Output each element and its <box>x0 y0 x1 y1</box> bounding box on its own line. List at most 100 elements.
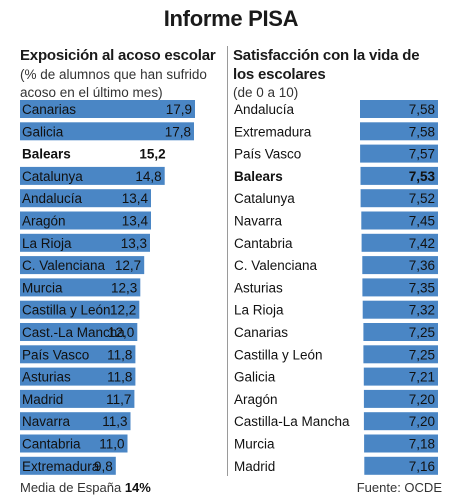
acoso-category-label: Canarias <box>22 102 76 117</box>
satisfaccion-bar <box>362 300 438 319</box>
satisfaccion-value-label: 7,57 <box>409 147 435 162</box>
acoso-bar <box>20 345 136 364</box>
satisfaccion-category-label: País Vasco <box>234 147 301 162</box>
footer-source: Fuente: OCDE <box>356 480 442 495</box>
acoso-bar <box>20 166 165 185</box>
satisfaccion-value-label: 7,16 <box>409 459 435 474</box>
acoso-value-label: 12,0 <box>108 325 134 340</box>
acoso-category-label: Aragón <box>22 214 66 229</box>
satisfaccion-bar <box>363 389 438 408</box>
satisfaccion-category-label: Andalucía <box>234 102 295 117</box>
acoso-bar <box>20 256 145 275</box>
satisfaccion-bar <box>360 166 438 185</box>
satisfaccion-category-label: Castilla y León <box>234 347 323 362</box>
satisfaccion-value-label: 7,58 <box>409 124 435 139</box>
acoso-value-label: 14,8 <box>135 169 161 184</box>
satisfaccion-bar <box>363 367 438 386</box>
acoso-bar <box>20 412 131 431</box>
satisfaccion-bar <box>363 345 438 364</box>
footer-mean-label: Media de España <box>20 480 122 495</box>
acoso-value-label: 12,2 <box>110 303 136 318</box>
acoso-value-label: 11,8 <box>107 370 132 385</box>
satisfaccion-bar <box>360 122 438 141</box>
acoso-category-label: Navarra <box>22 414 71 429</box>
satisfaccion-bar <box>361 233 438 252</box>
acoso-bar <box>20 323 138 341</box>
left-panel-title: Exposición al acoso escolar <box>20 47 216 64</box>
panel-divider <box>227 46 228 476</box>
satisfaccion-value-label: 7,42 <box>409 236 435 251</box>
satisfaccion-value-label: 7,58 <box>409 102 435 117</box>
right-panel-subtitle: (de 0 a 10) <box>233 85 299 100</box>
satisfaccion-category-label: Catalunya <box>234 191 295 206</box>
footer-mean: Media de España 14% <box>20 480 151 495</box>
acoso-category-label: Cantabria <box>22 437 81 452</box>
satisfaccion-category-label: Castilla-La Mancha <box>234 414 350 429</box>
satisfaccion-category-label: Galicia <box>234 370 276 385</box>
acoso-bar <box>20 434 128 453</box>
satisfaccion-category-label: Cantabria <box>234 236 293 251</box>
acoso-category-label: C. Valenciana <box>22 258 106 273</box>
acoso-bar <box>20 300 140 319</box>
right-panel-title: Satisfacción con la vida de los escolare… <box>233 47 420 83</box>
left-panel-subtitle: (% de alumnos que han sufrido acoso en e… <box>20 67 207 100</box>
satisfaccion-bar <box>361 211 438 230</box>
satisfaccion-category-label: La Rioja <box>234 303 284 318</box>
satisfaccion-value-label: 7,25 <box>409 347 435 362</box>
satisfaccion-value-label: 7,52 <box>409 191 435 206</box>
acoso-category-label: Balears <box>22 147 71 162</box>
satisfaccion-category-label: Canarias <box>234 325 288 340</box>
acoso-bar <box>20 367 136 386</box>
acoso-value-label: 9,8 <box>94 459 113 474</box>
satisfaccion-value-label: 7,20 <box>409 392 435 407</box>
acoso-bar <box>20 233 150 252</box>
satisfaccion-category-label: Murcia <box>234 437 275 452</box>
acoso-category-label: Galicia <box>22 124 64 139</box>
acoso-value-label: 13,4 <box>122 214 149 229</box>
satisfaccion-value-label: 7,18 <box>409 437 435 452</box>
satisfaccion-bar <box>363 323 438 341</box>
acoso-category-label: Asturias <box>22 370 71 385</box>
acoso-bar <box>20 100 195 118</box>
satisfaccion-value-label: 7,32 <box>409 303 435 318</box>
satisfaccion-category-label: Extremadura <box>234 124 312 139</box>
acoso-category-label: La Rioja <box>22 236 72 251</box>
satisfaccion-category-label: Balears <box>234 169 283 184</box>
satisfaccion-value-label: 7,20 <box>409 414 435 429</box>
acoso-category-label: Andalucía <box>22 191 83 206</box>
satisfaccion-bar <box>362 256 438 275</box>
acoso-category-label: Extremadura <box>22 459 100 474</box>
acoso-bar-chart: Canarias 17,9 Galicia 17,8 Balears 15,2 Catalu… <box>20 100 195 475</box>
satisfaccion-bar <box>360 189 438 208</box>
acoso-value-label: 11,3 <box>102 414 127 429</box>
acoso-value-label: 13,3 <box>121 236 147 251</box>
acoso-value-label: 11,0 <box>99 437 124 452</box>
satisfaccion-bar <box>364 434 438 453</box>
acoso-category-label: Murcia <box>22 280 63 295</box>
satisfaccion-value-label: 7,25 <box>409 325 435 340</box>
acoso-bar <box>20 278 141 297</box>
satisfaccion-category-label: C. Valenciana <box>234 258 318 273</box>
satisfaccion-bar-chart: Andalucía 7,58 Extremadura 7,58 País Vasco 7,… <box>234 100 438 475</box>
satisfaccion-value-label: 7,36 <box>409 258 435 273</box>
satisfaccion-value-label: 7,35 <box>409 280 435 295</box>
page-title: Informe PISA <box>163 6 299 31</box>
acoso-category-label: Madrid <box>22 392 63 407</box>
acoso-value-label: 11,8 <box>107 347 132 362</box>
acoso-category-label: País Vasco <box>22 347 89 362</box>
acoso-value-label: 17,8 <box>165 124 191 139</box>
acoso-category-label: Catalunya <box>22 169 83 184</box>
acoso-value-label: 15,2 <box>139 147 165 162</box>
acoso-bar <box>20 122 194 141</box>
satisfaccion-category-label: Navarra <box>234 214 283 229</box>
acoso-bar <box>20 211 151 230</box>
satisfaccion-bar <box>364 456 438 475</box>
acoso-bar <box>20 389 135 408</box>
satisfaccion-category-label: Madrid <box>234 459 275 474</box>
satisfaccion-category-label: Aragón <box>234 392 278 407</box>
acoso-value-label: 17,9 <box>166 102 192 117</box>
satisfaccion-bar <box>360 144 438 163</box>
acoso-category-label: Cast.-La Mancha <box>22 325 125 340</box>
acoso-value-label: 12,7 <box>115 258 141 273</box>
acoso-bar <box>20 456 116 475</box>
